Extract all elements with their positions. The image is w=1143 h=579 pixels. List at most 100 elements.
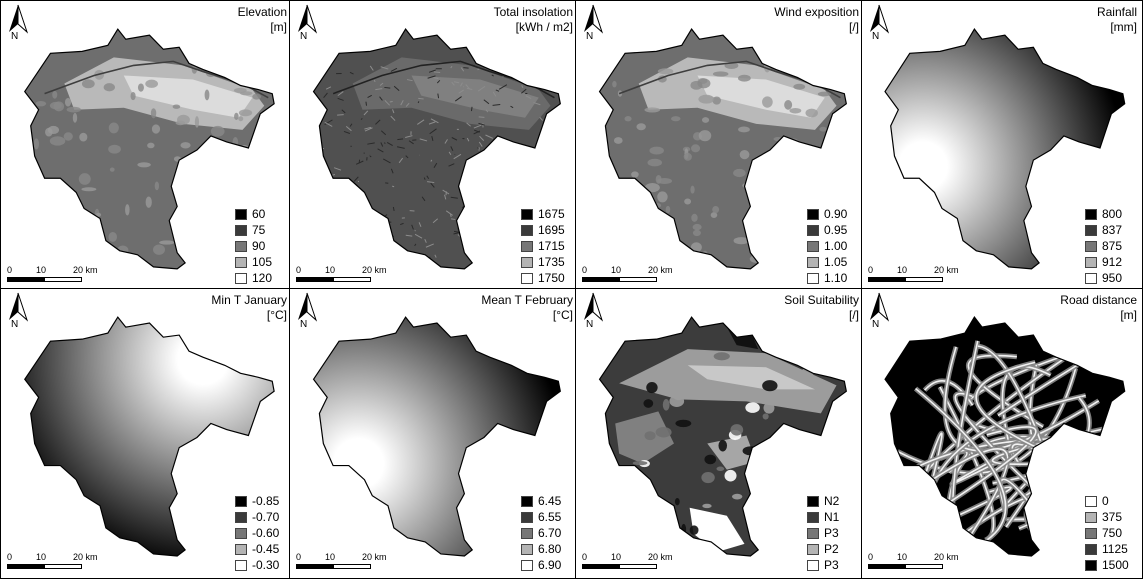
legend-label: P3 bbox=[824, 558, 839, 572]
scale-tick-10: 10 bbox=[897, 552, 908, 562]
scale-segment-dark bbox=[868, 564, 906, 569]
panel-road-distance: N Road distance [m] 0 375 750 1125 1500 0… bbox=[861, 288, 1143, 579]
panel-title-name: Total insolation bbox=[493, 5, 573, 19]
north-arrow-label: N bbox=[300, 319, 308, 330]
legend-label: 1.10 bbox=[824, 271, 848, 285]
scale-segment-dark bbox=[582, 564, 620, 569]
legend-label: 105 bbox=[252, 255, 273, 269]
north-arrow-label: N bbox=[300, 31, 308, 42]
legend-item: 1750 bbox=[521, 270, 572, 286]
panel-title-unit: [°C] bbox=[552, 308, 573, 322]
legend-label: 75 bbox=[252, 223, 266, 237]
panel-title-unit: [m] bbox=[270, 20, 287, 34]
region-outline bbox=[24, 28, 275, 270]
legend-label: 6.80 bbox=[538, 542, 562, 556]
legend-item: N2 bbox=[807, 493, 858, 509]
north-arrow: N bbox=[294, 292, 320, 332]
legend-item: -0.85 bbox=[235, 493, 286, 509]
legend-swatch bbox=[807, 272, 819, 284]
legend-item: 837 bbox=[1085, 222, 1136, 238]
legend-item: 750 bbox=[1085, 525, 1136, 541]
north-arrow: N bbox=[580, 292, 606, 332]
scale-tick-0: 0 bbox=[7, 265, 13, 275]
legend-item: 1500 bbox=[1085, 557, 1136, 573]
legend-label: 912 bbox=[1102, 255, 1123, 269]
legend-swatch bbox=[807, 224, 819, 236]
legend-swatch bbox=[1085, 559, 1097, 571]
legend-item: 1715 bbox=[521, 238, 572, 254]
panel-title-name: Wind exposition bbox=[774, 5, 859, 19]
map-area bbox=[24, 28, 275, 270]
map-area bbox=[312, 316, 561, 557]
legend-item: 6.90 bbox=[521, 557, 572, 573]
legend-item: 0.95 bbox=[807, 222, 858, 238]
scale-tick-20: 20 km bbox=[362, 265, 387, 275]
region-outline bbox=[598, 28, 847, 270]
legend-item: P3 bbox=[807, 557, 858, 573]
legend-swatch bbox=[807, 240, 819, 252]
scale-tick-0: 0 bbox=[868, 552, 874, 562]
legend-swatch bbox=[521, 224, 533, 236]
scale-bar: 0 10 20 km bbox=[7, 552, 117, 572]
legend-swatch bbox=[521, 511, 533, 523]
legend-swatch bbox=[235, 272, 247, 284]
scale-tick-20: 20 km bbox=[362, 552, 387, 562]
legend: 60 75 90 105 120 bbox=[235, 206, 286, 286]
scale-segment-light bbox=[44, 564, 82, 569]
panel-title-unit: [/] bbox=[848, 308, 859, 322]
legend-swatch bbox=[1085, 272, 1097, 284]
legend-label: 1750 bbox=[538, 271, 565, 285]
map-area bbox=[598, 28, 847, 270]
legend-item: 950 bbox=[1085, 270, 1136, 286]
panel-title: Wind exposition [/] bbox=[774, 5, 859, 35]
legend-item: 0.90 bbox=[807, 206, 858, 222]
legend-swatch bbox=[807, 256, 819, 268]
legend-swatch bbox=[1085, 240, 1097, 252]
legend-swatch bbox=[521, 543, 533, 555]
region-outline bbox=[598, 316, 847, 557]
scale-tick-0: 0 bbox=[868, 265, 874, 275]
legend: 1675 1695 1715 1735 1750 bbox=[521, 206, 572, 286]
legend: N2 N1 P3 P2 P3 bbox=[807, 493, 858, 573]
legend-label: P3 bbox=[824, 526, 839, 540]
legend-swatch bbox=[235, 511, 247, 523]
legend-swatch bbox=[1085, 527, 1097, 539]
scale-segment-light bbox=[905, 277, 943, 282]
legend-item: P3 bbox=[807, 525, 858, 541]
legend-label: 1.00 bbox=[824, 239, 848, 253]
legend-label: 60 bbox=[252, 207, 266, 221]
scale-tick-20: 20 km bbox=[73, 265, 98, 275]
legend-swatch bbox=[1085, 224, 1097, 236]
legend-swatch bbox=[235, 527, 247, 539]
legend-swatch bbox=[1085, 208, 1097, 220]
scale-tick-20: 20 km bbox=[934, 265, 959, 275]
legend-swatch bbox=[235, 224, 247, 236]
north-arrow: N bbox=[866, 292, 892, 332]
legend-swatch bbox=[521, 527, 533, 539]
legend-item: 875 bbox=[1085, 238, 1136, 254]
north-arrow-label: N bbox=[11, 319, 19, 330]
legend-label: 0.95 bbox=[824, 223, 848, 237]
scale-bar: 0 10 20 km bbox=[296, 552, 406, 572]
north-arrow-label: N bbox=[586, 319, 594, 330]
legend-swatch bbox=[807, 495, 819, 507]
scale-bar: 0 10 20 km bbox=[582, 552, 692, 572]
panel-min-t-january: N Min T January [°C] -0.85 -0.70 -0.60 -0… bbox=[0, 288, 293, 579]
legend-label: 1500 bbox=[1102, 558, 1129, 572]
scale-tick-20: 20 km bbox=[648, 265, 673, 275]
north-arrow-label: N bbox=[872, 31, 880, 42]
panel-title-name: Road distance bbox=[1060, 293, 1137, 307]
legend-swatch bbox=[521, 559, 533, 571]
panel-title-unit: [kWh / m2] bbox=[515, 20, 573, 34]
panel-title-name: Soil Suitability bbox=[784, 293, 859, 307]
map-area bbox=[598, 316, 847, 557]
legend-label: 1735 bbox=[538, 255, 565, 269]
map-area bbox=[24, 316, 275, 557]
panel-title-name: Rainfall bbox=[1096, 5, 1137, 19]
legend-label: -0.70 bbox=[252, 510, 280, 524]
legend-swatch bbox=[807, 208, 819, 220]
map-area bbox=[884, 316, 1126, 557]
legend-item: 800 bbox=[1085, 206, 1136, 222]
legend-item: -0.45 bbox=[235, 541, 286, 557]
scale-segment-light bbox=[333, 277, 371, 282]
